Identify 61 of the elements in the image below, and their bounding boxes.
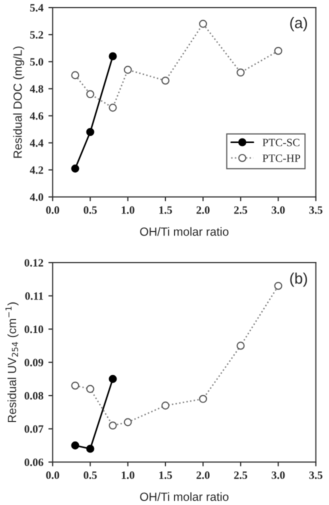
point <box>108 104 117 112</box>
y-axis-title: Residual DOC (mg/L) <box>13 46 24 158</box>
y-tick-label: 0.09 <box>24 358 44 366</box>
point <box>71 71 80 80</box>
point <box>124 418 132 426</box>
point <box>199 20 208 28</box>
y-tick-label: 4.4 <box>30 139 44 147</box>
y-tick-label: 4.2 <box>30 166 44 174</box>
x-tick-label: 2.0 <box>196 206 210 214</box>
y-axis-title: Residual UV$_{254}$ (cm$^{−1}$) <box>6 302 18 422</box>
point <box>86 90 94 98</box>
y-tick-label: 5.4 <box>30 4 44 12</box>
point <box>274 282 282 290</box>
x-tick-label: 1.5 <box>159 471 172 479</box>
y-tick-label: 0.06 <box>24 458 44 466</box>
y-tick-label: 0.07 <box>24 425 44 433</box>
x-tick-label: 0.5 <box>84 471 97 479</box>
point <box>236 342 245 350</box>
x-tick-label: 3.0 <box>272 206 285 214</box>
y-tick-label: 0.08 <box>24 392 44 400</box>
point <box>86 444 94 453</box>
x-tick-label: 3.0 <box>272 471 285 479</box>
x-tick-label: 2.5 <box>234 206 248 214</box>
x-tick-label: 0.5 <box>84 206 97 214</box>
x-tick-label: 1.0 <box>122 471 134 479</box>
x-axis-title: OH/Ti molar ratio <box>140 227 228 236</box>
y-tick-label: 4.8 <box>30 85 44 93</box>
point <box>108 52 117 60</box>
y-tick-label: 0.11 <box>25 292 44 300</box>
point <box>199 394 208 403</box>
point <box>108 421 117 430</box>
point <box>86 128 94 136</box>
x-tick-label: 2.5 <box>234 471 248 479</box>
point <box>108 374 117 383</box>
point <box>71 382 80 390</box>
annotation: (a) <box>290 17 307 32</box>
y-tick-label: 5.2 <box>30 31 44 39</box>
legend-label: PTC-SC <box>262 138 300 146</box>
point <box>124 66 132 74</box>
y-tick-label: 4.0 <box>30 193 44 201</box>
y-tick-label: 0.12 <box>24 259 44 267</box>
x-tick-label: 3.5 <box>309 471 322 479</box>
point <box>86 384 94 393</box>
x-axis-title: OH/Ti molar ratio <box>140 492 228 501</box>
point <box>161 402 170 410</box>
point <box>236 68 245 77</box>
y-tick-label: 5.0 <box>30 58 44 66</box>
x-tick-label: 0.0 <box>46 206 60 214</box>
x-tick-label: 2.0 <box>196 471 210 479</box>
y-tick-label: 0.10 <box>24 326 44 334</box>
x-tick-label: 1.0 <box>122 206 134 214</box>
legend-label: PTC-HP <box>262 154 300 162</box>
point <box>71 164 80 173</box>
point <box>274 46 282 55</box>
x-tick-label: 1.5 <box>159 206 172 214</box>
x-tick-label: 0.0 <box>46 471 60 479</box>
x-tick-label: 3.5 <box>309 206 322 214</box>
annotation: (b) <box>290 272 307 287</box>
point <box>71 441 80 450</box>
point <box>161 76 170 85</box>
y-tick-label: 4.6 <box>30 112 44 120</box>
